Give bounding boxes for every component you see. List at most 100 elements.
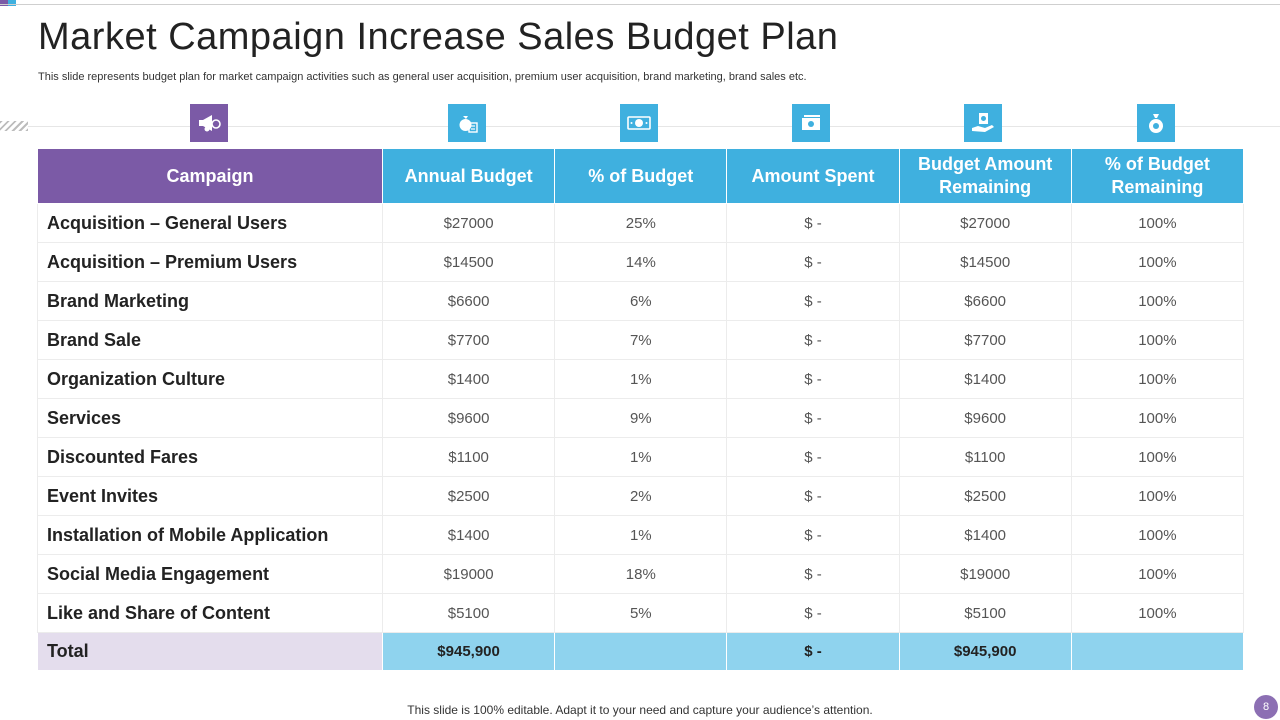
total-annual-budget: $945,900 xyxy=(381,632,556,671)
budget-remaining-cell: $6600 xyxy=(898,281,1072,321)
percent-budget-cell: 18% xyxy=(554,554,728,594)
campaign-name: Acquisition – Premium Users xyxy=(37,242,383,282)
budget-remaining-cell: $1100 xyxy=(898,437,1072,477)
table-row: Event Invites $2500 2% $ - $2500 100% xyxy=(37,476,1245,516)
budget-table: Campaign Annual Budget % of Budget Amoun… xyxy=(37,148,1245,671)
budget-remaining-cell: $2500 xyxy=(898,476,1072,516)
percent-remaining-cell: 100% xyxy=(1070,515,1245,555)
hand-money-icon xyxy=(964,104,1002,142)
slide-subtitle: This slide represents budget plan for ma… xyxy=(38,71,807,83)
campaign-name: Social Media Engagement xyxy=(37,554,383,594)
slide-title: Market Campaign Increase Sales Budget Pl… xyxy=(38,16,839,58)
campaign-name: Brand Marketing xyxy=(37,281,383,321)
annual-budget-cell: $19000 xyxy=(381,554,556,594)
budget-remaining-cell: $5100 xyxy=(898,593,1072,633)
annual-budget-cell: $1100 xyxy=(381,437,556,477)
budget-remaining-cell: $9600 xyxy=(898,398,1072,438)
percent-budget-cell: 1% xyxy=(554,359,728,399)
total-percent-budget xyxy=(554,632,728,671)
percent-remaining-cell: 100% xyxy=(1070,359,1245,399)
table-row: Acquisition – General Users $27000 25% $… xyxy=(37,203,1245,243)
total-budget-remaining: $945,900 xyxy=(898,632,1072,671)
table-header-row: Campaign Annual Budget % of Budget Amoun… xyxy=(37,148,1245,204)
percent-remaining-cell: 100% xyxy=(1070,593,1245,633)
percent-remaining-cell: 100% xyxy=(1070,203,1245,243)
cash-icon xyxy=(792,104,830,142)
amount-spent-cell: $ - xyxy=(726,242,900,282)
table-row: Social Media Engagement $19000 18% $ - $… xyxy=(37,554,1245,594)
annual-budget-cell: $6600 xyxy=(381,281,556,321)
campaign-name: Installation of Mobile Application xyxy=(37,515,383,555)
budget-remaining-cell: $1400 xyxy=(898,515,1072,555)
header-campaign: Campaign xyxy=(37,148,383,204)
footer-note: This slide is 100% editable. Adapt it to… xyxy=(407,703,873,717)
table-row: Brand Marketing $6600 6% $ - $6600 100% xyxy=(37,281,1245,321)
amount-spent-cell: $ - xyxy=(726,398,900,438)
header-percent-budget: % of Budget xyxy=(554,148,728,204)
annual-budget-cell: $14500 xyxy=(381,242,556,282)
table-row: Brand Sale $7700 7% $ - $7700 100% xyxy=(37,320,1245,360)
page-number-badge: 8 xyxy=(1254,695,1278,719)
table-row: Like and Share of Content $5100 5% $ - $… xyxy=(37,593,1245,633)
annual-budget-cell: $2500 xyxy=(381,476,556,516)
campaign-name: Like and Share of Content xyxy=(37,593,383,633)
percent-remaining-cell: 100% xyxy=(1070,281,1245,321)
amount-spent-cell: $ - xyxy=(726,359,900,399)
amount-spent-cell: $ - xyxy=(726,476,900,516)
annual-budget-cell: $1400 xyxy=(381,515,556,555)
table-row: Acquisition – Premium Users $14500 14% $… xyxy=(37,242,1245,282)
budget-remaining-cell: $27000 xyxy=(898,203,1072,243)
campaign-name: Brand Sale xyxy=(37,320,383,360)
percent-budget-cell: 5% xyxy=(554,593,728,633)
total-row: Total $945,900 $ - $945,900 xyxy=(37,632,1245,671)
percent-remaining-cell: 100% xyxy=(1070,398,1245,438)
campaign-name: Discounted Fares xyxy=(37,437,383,477)
megaphone-icon xyxy=(190,104,228,142)
budget-remaining-cell: $1400 xyxy=(898,359,1072,399)
campaign-name: Organization Culture xyxy=(37,359,383,399)
amount-spent-cell: $ - xyxy=(726,281,900,321)
percent-remaining-cell: 100% xyxy=(1070,476,1245,516)
corner-accent xyxy=(0,0,16,6)
percent-budget-cell: 1% xyxy=(554,515,728,555)
table-row: Installation of Mobile Application $1400… xyxy=(37,515,1245,555)
campaign-name: Acquisition – General Users xyxy=(37,203,383,243)
annual-budget-cell: $7700 xyxy=(381,320,556,360)
percent-budget-cell: 14% xyxy=(554,242,728,282)
percent-budget-cell: 9% xyxy=(554,398,728,438)
percent-remaining-cell: 100% xyxy=(1070,320,1245,360)
budget-remaining-cell: $7700 xyxy=(898,320,1072,360)
hatch-decoration xyxy=(0,121,28,131)
campaign-name: Event Invites xyxy=(37,476,383,516)
annual-budget-cell: $5100 xyxy=(381,593,556,633)
annual-budget-cell: $27000 xyxy=(381,203,556,243)
percent-budget-cell: 1% xyxy=(554,437,728,477)
total-amount-spent: $ - xyxy=(726,632,900,671)
table-row: Organization Culture $1400 1% $ - $1400 … xyxy=(37,359,1245,399)
amount-spent-cell: $ - xyxy=(726,203,900,243)
top-border-line xyxy=(0,4,1280,5)
banknote-icon xyxy=(620,104,658,142)
dollar-bag-icon xyxy=(1137,104,1175,142)
header-percent-remaining: % of Budget Remaining xyxy=(1070,148,1245,204)
amount-spent-cell: $ - xyxy=(726,320,900,360)
amount-spent-cell: $ - xyxy=(726,515,900,555)
amount-spent-cell: $ - xyxy=(726,593,900,633)
total-percent-remaining xyxy=(1070,632,1245,671)
campaign-name: Services xyxy=(37,398,383,438)
percent-budget-cell: 6% xyxy=(554,281,728,321)
budget-remaining-cell: $19000 xyxy=(898,554,1072,594)
table-row: Discounted Fares $1100 1% $ - $1100 100% xyxy=(37,437,1245,477)
percent-budget-cell: 25% xyxy=(554,203,728,243)
percent-remaining-cell: 100% xyxy=(1070,554,1245,594)
money-bag-icon xyxy=(448,104,486,142)
percent-remaining-cell: 100% xyxy=(1070,437,1245,477)
table-row: Services $9600 9% $ - $9600 100% xyxy=(37,398,1245,438)
header-annual-budget: Annual Budget xyxy=(381,148,556,204)
percent-remaining-cell: 100% xyxy=(1070,242,1245,282)
budget-remaining-cell: $14500 xyxy=(898,242,1072,282)
percent-budget-cell: 7% xyxy=(554,320,728,360)
percent-budget-cell: 2% xyxy=(554,476,728,516)
total-label: Total xyxy=(37,632,383,671)
annual-budget-cell: $1400 xyxy=(381,359,556,399)
